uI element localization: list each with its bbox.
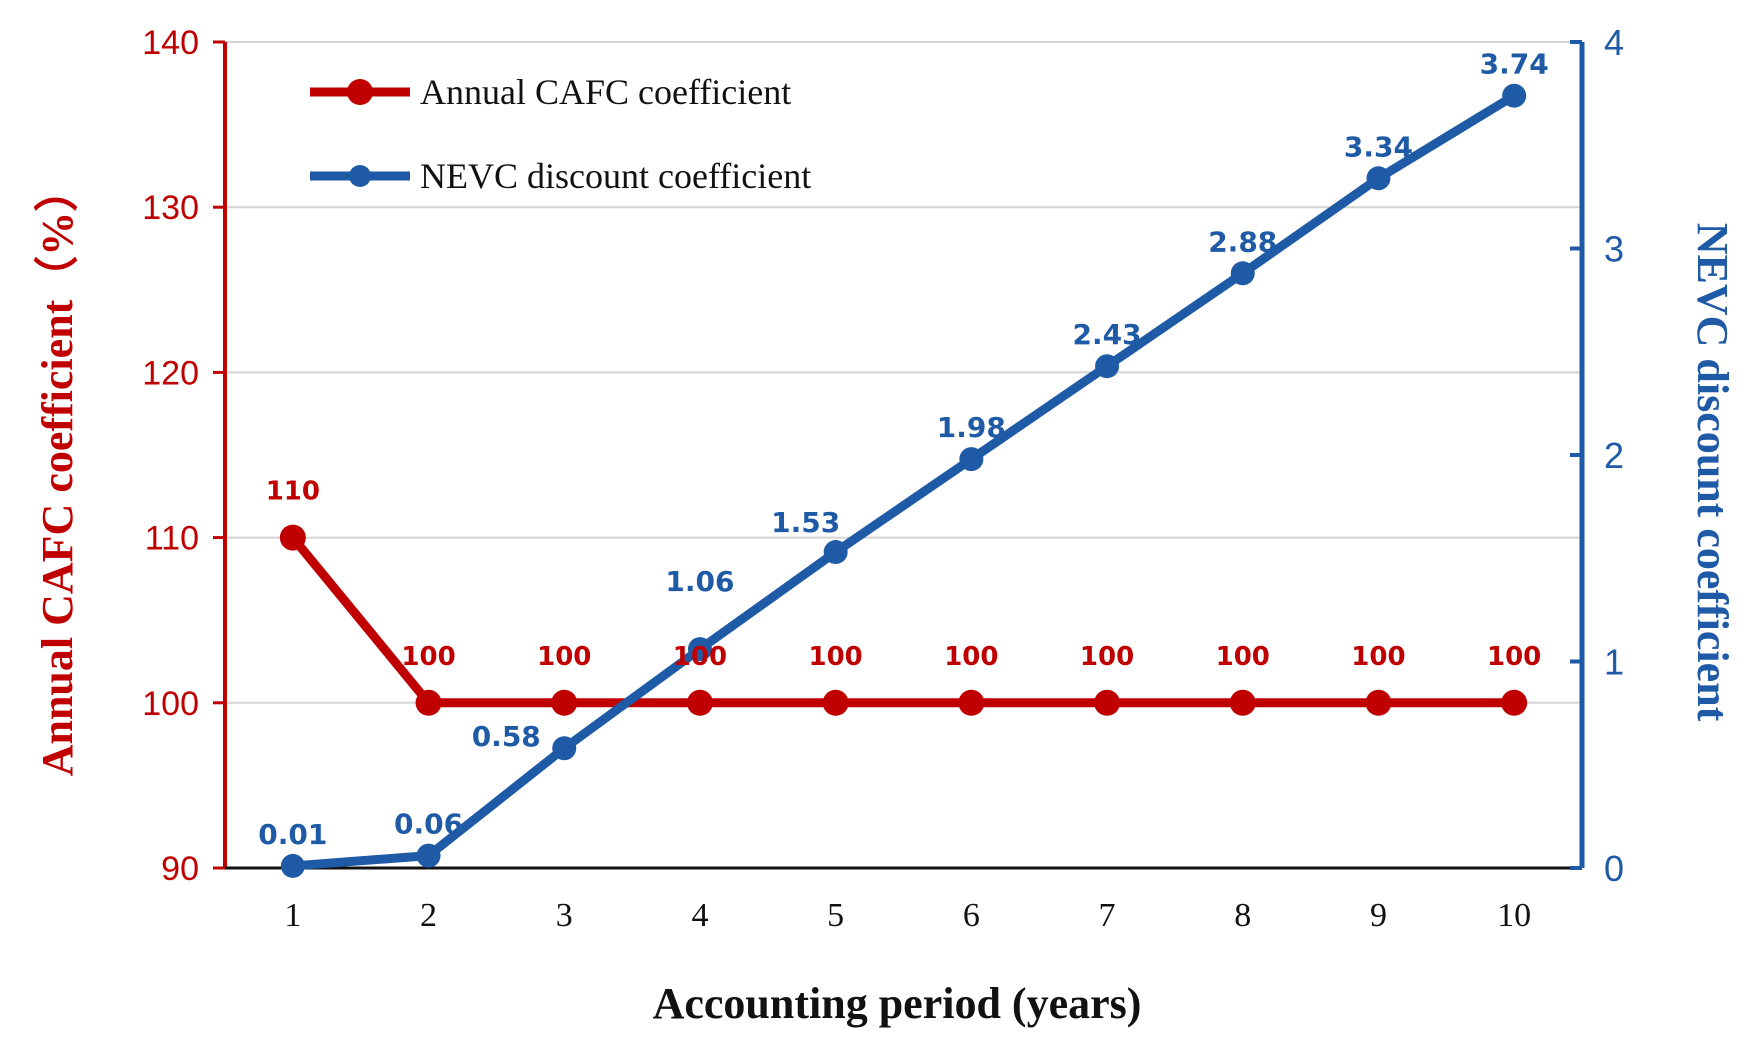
y-left-tick-label: 120 bbox=[142, 354, 199, 392]
data-point bbox=[1094, 689, 1121, 716]
data-label: 100 bbox=[1216, 642, 1270, 672]
data-point bbox=[958, 689, 985, 716]
x-tick-label: 2 bbox=[420, 897, 437, 934]
data-label: 100 bbox=[1351, 642, 1405, 672]
data-point bbox=[279, 524, 306, 551]
data-label: 3.74 bbox=[1480, 48, 1549, 81]
legend-marker-nevc bbox=[349, 165, 371, 187]
data-point bbox=[1230, 261, 1255, 286]
y-right-tick-label: 3 bbox=[1604, 229, 1624, 270]
data-label: 100 bbox=[1487, 642, 1541, 672]
tick-labels: 90 100 110 120 130 140 0 1 2 3 4 1 2 3 4 5 6 7 8 9 10 bbox=[142, 22, 1624, 934]
data-label: 100 bbox=[401, 642, 455, 672]
y-left-tick-label: 90 bbox=[161, 850, 199, 888]
y-left-tick-label: 130 bbox=[142, 189, 199, 227]
legend: Annual CAFC coefficient NEVC discount co… bbox=[310, 72, 811, 196]
x-tick-label: 6 bbox=[963, 897, 980, 934]
data-label: 0.01 bbox=[258, 818, 327, 851]
data-label: 100 bbox=[537, 642, 591, 672]
x-tick-label: 3 bbox=[556, 897, 573, 934]
y-right-tick-label: 2 bbox=[1604, 435, 1624, 476]
data-label: 0.58 bbox=[472, 720, 541, 753]
data-point bbox=[1366, 166, 1391, 191]
data-point bbox=[686, 689, 713, 716]
data-label: 110 bbox=[266, 477, 320, 507]
y-left-tick-label: 100 bbox=[142, 685, 199, 723]
data-point bbox=[959, 447, 984, 472]
data-label: 2.88 bbox=[1208, 225, 1277, 258]
y-right-tick-label: 0 bbox=[1604, 848, 1624, 889]
data-point bbox=[280, 853, 305, 878]
data-point bbox=[822, 689, 849, 716]
data-point bbox=[1095, 354, 1120, 379]
series-line-nevc bbox=[288, 91, 1519, 871]
x-tick-label: 7 bbox=[1099, 897, 1116, 934]
data-point bbox=[416, 843, 441, 868]
x-tick-label: 9 bbox=[1370, 897, 1387, 934]
x-tick-label: 1 bbox=[284, 897, 301, 934]
data-point bbox=[415, 689, 442, 716]
data-point bbox=[823, 540, 848, 565]
axes bbox=[213, 40, 1585, 870]
y-axis-left-title: Annual CAFC coefficient（%） bbox=[33, 168, 82, 777]
y-left-tick-label: 110 bbox=[145, 520, 199, 558]
y-axis-right-title: NEVC discount coefficient bbox=[1688, 223, 1737, 722]
data-label: 1.98 bbox=[937, 411, 1006, 444]
legend-label-nevc: NEVC discount coefficient bbox=[420, 156, 811, 196]
x-tick-label: 8 bbox=[1234, 897, 1251, 934]
data-label: 3.34 bbox=[1344, 130, 1413, 163]
y-right-tick-label: 1 bbox=[1604, 642, 1624, 683]
y-left-tick-label: 140 bbox=[142, 24, 199, 62]
data-point bbox=[1501, 689, 1528, 716]
x-axis-title: Accounting period (years) bbox=[653, 979, 1142, 1028]
x-tick-label: 10 bbox=[1497, 897, 1531, 934]
data-point bbox=[552, 736, 577, 761]
data-point bbox=[1365, 689, 1392, 716]
x-tick-label: 4 bbox=[691, 897, 708, 934]
data-point bbox=[1502, 83, 1527, 108]
x-tick-label: 5 bbox=[827, 897, 844, 934]
legend-label-cafc: Annual CAFC coefficient bbox=[420, 72, 791, 112]
data-label: 0.06 bbox=[394, 808, 463, 841]
data-label: 1.06 bbox=[665, 565, 734, 598]
y-right-tick-label: 4 bbox=[1604, 22, 1624, 63]
data-label: 100 bbox=[1080, 642, 1134, 672]
series-line-cafc bbox=[288, 533, 1519, 708]
series-lines bbox=[279, 83, 1528, 878]
data-point bbox=[1229, 689, 1256, 716]
data-point bbox=[687, 637, 712, 662]
data-label: 1.53 bbox=[771, 506, 840, 539]
data-point bbox=[551, 689, 578, 716]
data-label: 2.43 bbox=[1073, 318, 1142, 351]
data-label: 100 bbox=[944, 642, 998, 672]
data-labels: 110 100 100 100 100 100 100 100 100 100 0.01 0.06 0.… bbox=[258, 48, 1548, 851]
legend-marker-cafc bbox=[347, 79, 373, 105]
data-label: 100 bbox=[809, 642, 863, 672]
data-label: 100 bbox=[673, 642, 727, 672]
